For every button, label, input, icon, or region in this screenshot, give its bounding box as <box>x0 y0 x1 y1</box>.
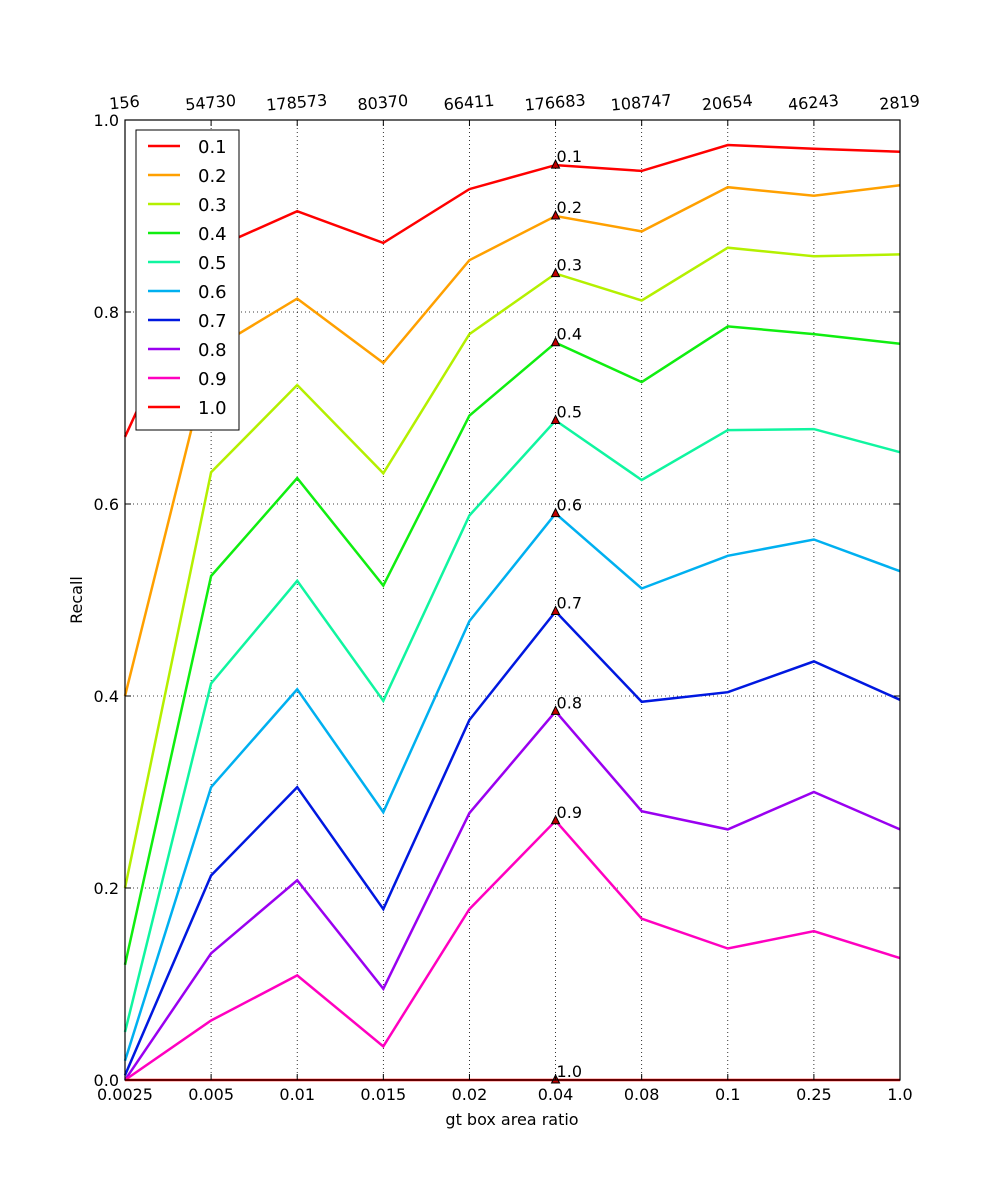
annotation-label-0.8: 0.8 <box>557 693 582 712</box>
annotation-marker-0.3 <box>550 267 561 278</box>
top-tick-label: 80370 <box>357 91 409 114</box>
top-tick-label: 156 <box>108 92 140 114</box>
annotation-marker-0.2 <box>550 209 561 220</box>
legend-label-0.4: 0.4 <box>198 224 227 245</box>
top-tick-label: 108747 <box>610 90 673 114</box>
annotation-label-0.9: 0.9 <box>557 803 582 822</box>
y-tick-label: 0.8 <box>94 303 119 322</box>
series-line-0.1 <box>123 143 901 438</box>
series-lines <box>123 143 901 1082</box>
x-tick-label: 0.25 <box>796 1085 832 1104</box>
top-tick-label: 176683 <box>524 90 587 114</box>
series-line-0.4 <box>123 325 901 966</box>
annotation-label-0.6: 0.6 <box>557 496 582 515</box>
annotation-label-1.0: 1.0 <box>557 1062 582 1081</box>
series-line-0.9 <box>124 818 901 1082</box>
y-tick-label: 0.6 <box>94 495 119 514</box>
annotation-label-0.7: 0.7 <box>557 594 582 613</box>
y-tick-label: 0.0 <box>94 1071 119 1090</box>
series-line-0.5 <box>123 418 901 1033</box>
x-tick-label: 0.04 <box>538 1085 574 1104</box>
legend-label-1.0: 1.0 <box>198 398 227 419</box>
top-axis-ticks: 156 54730 178573 80370 66411 176683 108747 2065… <box>108 90 920 114</box>
legend: 0.1 0.2 0.3 0.4 0.5 0.6 0.7 0.8 0.9 1.0 <box>135 129 240 431</box>
series-line-0.8 <box>123 709 901 1081</box>
annotation-marker-0.9 <box>550 814 561 825</box>
legend-label-0.6: 0.6 <box>198 282 227 303</box>
legend-label-0.7: 0.7 <box>198 311 227 332</box>
x-tick-label: 0.1 <box>715 1085 740 1104</box>
series-line-0.6 <box>123 511 901 1062</box>
x-axis-ticks: 0.0025 0.005 0.01 0.015 0.02 0.04 0.08 0.1 0.25 1… <box>97 120 913 1104</box>
series-line-0.2 <box>123 184 901 697</box>
annotation-label-0.1: 0.1 <box>557 147 582 166</box>
annotation-label-0.3: 0.3 <box>557 256 582 275</box>
grid <box>125 120 900 1080</box>
annotation-marker-0.1 <box>550 159 561 169</box>
threshold-annotations: 0.1 0.2 0.3 0.4 0.5 0.6 0.7 0.8 0.9 1.0 <box>550 147 582 1084</box>
annotation-marker-0.7 <box>550 605 561 616</box>
x-tick-label: 0.005 <box>188 1085 234 1104</box>
plot-frame <box>124 119 901 1081</box>
legend-label-0.1: 0.1 <box>198 137 227 158</box>
annotation-label-0.4: 0.4 <box>557 325 582 344</box>
x-tick-label: 0.08 <box>624 1085 660 1104</box>
top-tick-label: 178573 <box>265 90 328 114</box>
x-tick-label: 0.01 <box>279 1085 315 1104</box>
annotation-marker-0.6 <box>550 507 561 518</box>
annotation-marker-0.5 <box>550 414 561 424</box>
top-tick-label: 46243 <box>787 91 839 114</box>
legend-label-0.2: 0.2 <box>198 166 227 187</box>
annotation-marker-0.8 <box>550 705 561 715</box>
legend-box <box>135 129 240 431</box>
top-tick-label: 2819 <box>878 91 920 113</box>
legend-label-0.8: 0.8 <box>198 340 227 361</box>
x-tick-label: 0.0025 <box>97 1085 153 1104</box>
annotation-label-0.5: 0.5 <box>557 402 582 421</box>
x-tick-label: 0.015 <box>360 1085 406 1104</box>
series-line-0.7 <box>123 609 901 1076</box>
series-line-0.3 <box>123 246 901 889</box>
x-axis-title: gt box area ratio <box>445 1110 578 1129</box>
legend-label-0.9: 0.9 <box>198 369 227 390</box>
legend-label-0.3: 0.3 <box>198 195 227 216</box>
y-tick-label: 0.4 <box>94 687 119 706</box>
top-tick-label: 54730 <box>184 91 236 114</box>
y-axis-title: Recall <box>67 576 86 624</box>
y-tick-label: 0.2 <box>94 879 119 898</box>
x-tick-label: 0.02 <box>452 1085 488 1104</box>
annotation-label-0.2: 0.2 <box>557 198 582 217</box>
top-tick-label: 66411 <box>443 91 495 114</box>
y-axis-ticks: 0.0 0.2 0.4 0.6 0.8 1.0 <box>94 111 900 1090</box>
y-tick-label: 1.0 <box>94 111 119 130</box>
annotation-marker-0.4 <box>550 336 561 347</box>
top-tick-label: 20654 <box>701 91 753 114</box>
x-tick-label: 1.0 <box>887 1085 912 1104</box>
legend-label-0.5: 0.5 <box>198 253 227 274</box>
